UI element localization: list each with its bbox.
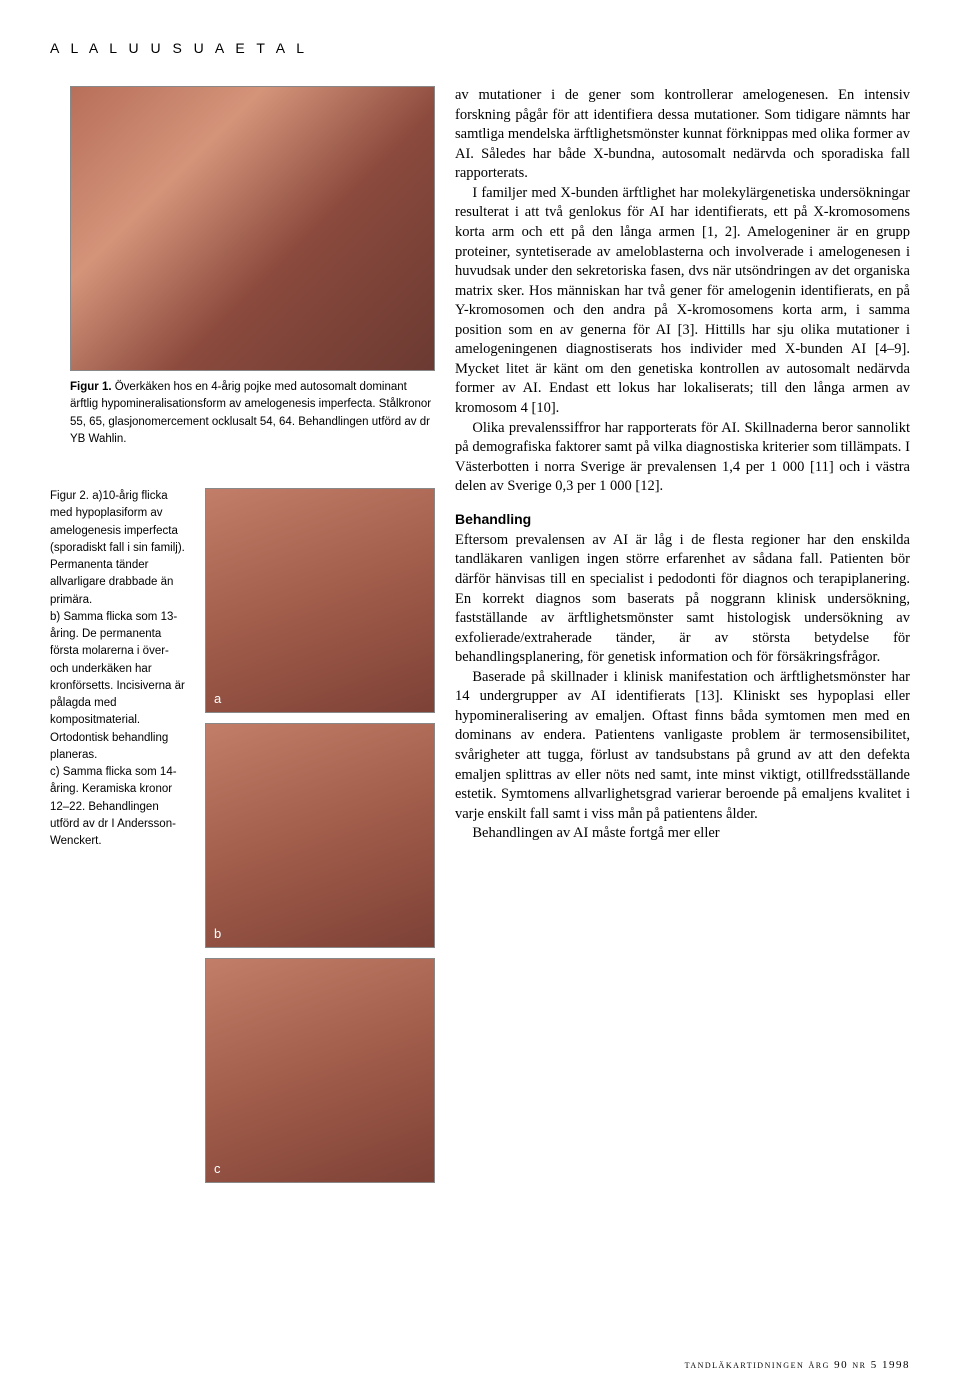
figure-2-image-stack: a b c — [205, 488, 435, 1183]
figure-1-label: Figur 1. — [70, 381, 112, 393]
figure-2-a-label: a) — [92, 490, 102, 502]
page-footer: tandläkartidningen årg 90 nr 5 1998 — [685, 1359, 910, 1371]
body-paragraph-6: Behandlingen av AI måste fortgå mer elle… — [455, 824, 910, 844]
figure-2c-image: c — [205, 958, 435, 1183]
body-paragraph-1: av mutationer i de gener som kontrollera… — [455, 86, 910, 184]
page-layout: Figur 1. Överkäken hos en 4-årig pojke m… — [50, 86, 910, 1183]
figure-2-c-label: c) — [50, 766, 60, 778]
figure-1-image — [70, 86, 435, 371]
figure-2a-image: a — [205, 488, 435, 713]
figure-1-caption: Figur 1. Överkäken hos en 4-årig pojke m… — [70, 379, 435, 448]
running-head: A L A L U U S U A E T A L — [50, 40, 910, 56]
figure-2a-label: a — [214, 691, 221, 706]
body-paragraph-3: Olika prevalenssiffror har rapporterats … — [455, 419, 910, 497]
heading-behandling: Behandling — [455, 511, 910, 527]
figure-2-label: Figur 2. — [50, 490, 89, 502]
body-text-column: av mutationer i de gener som kontrollera… — [455, 86, 910, 1183]
body-paragraph-2: I familjer med X-bunden ärftlighet har m… — [455, 184, 910, 419]
figure-2b-image: b — [205, 723, 435, 948]
figure-2-caption: Figur 2. a)10-årig flicka med hypoplasif… — [50, 488, 185, 850]
body-paragraph-5: Baserade på skillnader i klinisk manifes… — [455, 668, 910, 825]
figure-2b-label: b — [214, 926, 221, 941]
figure-2c-label: c — [214, 1161, 221, 1176]
figure-2-b-text: Samma flicka som 13-åring. De permanenta… — [50, 611, 185, 761]
figure-2-c-text: Samma flicka som 14-åring. Keramiska kro… — [50, 766, 177, 847]
body-paragraph-4: Eftersom prevalensen av AI är låg i de f… — [455, 531, 910, 668]
figure-2-b-label: b) — [50, 611, 60, 623]
figure-2-a-text: 10-årig flicka med hypoplasiform av amel… — [50, 490, 185, 606]
figure-1-caption-text: Överkäken hos en 4-årig pojke med autoso… — [70, 381, 431, 445]
